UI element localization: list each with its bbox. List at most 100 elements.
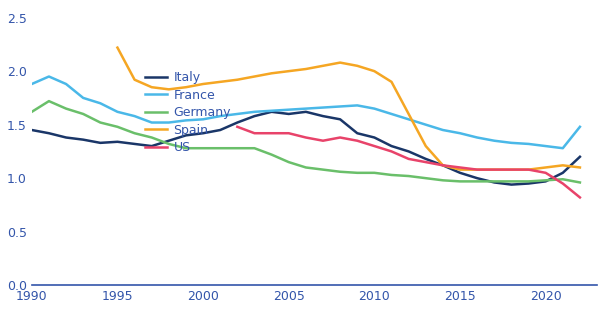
Germany [45, 99, 53, 103]
US [422, 160, 429, 164]
Spain [474, 168, 481, 171]
France [148, 121, 155, 124]
France [165, 121, 173, 124]
Line: Italy: Italy [32, 112, 580, 184]
US [542, 171, 549, 175]
Italy [165, 139, 173, 143]
Italy [114, 140, 121, 144]
Italy [302, 110, 309, 114]
US [525, 168, 532, 171]
US [405, 157, 413, 161]
Germany [251, 146, 258, 150]
Germany [490, 179, 498, 183]
France [285, 108, 292, 112]
US [474, 168, 481, 171]
Italy [320, 114, 327, 118]
Spain [542, 166, 549, 169]
US [353, 139, 361, 143]
France [336, 104, 344, 108]
Italy [388, 144, 395, 148]
Italy [525, 182, 532, 185]
Spain [388, 80, 395, 84]
Spain [457, 168, 464, 171]
France [234, 112, 241, 116]
Germany [182, 146, 190, 150]
Spain [320, 64, 327, 68]
Germany [457, 179, 464, 183]
Spain [405, 112, 413, 116]
Germany [542, 179, 549, 182]
Germany [217, 146, 224, 150]
US [268, 131, 275, 135]
Spain [165, 87, 173, 91]
Italy [576, 155, 583, 159]
Italy [131, 142, 138, 146]
Italy [28, 128, 36, 132]
Germany [576, 181, 583, 184]
Italy [559, 171, 567, 175]
US [559, 182, 567, 185]
France [525, 142, 532, 146]
Germany [148, 136, 155, 140]
Germany [371, 171, 378, 175]
Italy [422, 157, 429, 161]
France [371, 107, 378, 110]
Italy [148, 144, 155, 148]
Line: US: US [237, 127, 580, 197]
France [490, 139, 498, 143]
France [576, 125, 583, 129]
Spain [148, 85, 155, 89]
US [285, 131, 292, 135]
France [508, 141, 515, 145]
US [490, 168, 498, 171]
France [199, 117, 207, 121]
France [439, 128, 446, 132]
Spain [182, 85, 190, 89]
Germany [405, 174, 413, 178]
Italy [405, 149, 413, 153]
Spain [131, 78, 138, 82]
Italy [182, 134, 190, 137]
France [80, 96, 87, 100]
Italy [234, 121, 241, 124]
Spain [114, 46, 121, 50]
Germany [114, 125, 121, 129]
Spain [285, 69, 292, 73]
France [457, 131, 464, 135]
Germany [353, 171, 361, 175]
Germany [97, 121, 104, 124]
France [542, 144, 549, 148]
Italy [251, 114, 258, 118]
France [302, 107, 309, 110]
Spain [439, 163, 446, 167]
Italy [97, 141, 104, 145]
Germany [422, 176, 429, 180]
France [97, 101, 104, 105]
Italy [508, 183, 515, 186]
France [45, 75, 53, 78]
Spain [199, 82, 207, 86]
France [28, 82, 36, 86]
US [457, 166, 464, 169]
France [422, 123, 429, 126]
Germany [525, 179, 532, 183]
Spain [371, 69, 378, 73]
Italy [45, 131, 53, 135]
Germany [285, 160, 292, 164]
Germany [268, 153, 275, 157]
France [131, 114, 138, 118]
Italy [268, 110, 275, 114]
Spain [234, 78, 241, 82]
Italy [457, 171, 464, 175]
Line: Spain: Spain [117, 48, 580, 170]
Line: Germany: Germany [32, 101, 580, 183]
Spain [336, 61, 344, 64]
Germany [302, 166, 309, 169]
Germany [559, 177, 567, 181]
US [336, 136, 344, 140]
France [182, 118, 190, 122]
US [439, 163, 446, 167]
Spain [525, 168, 532, 171]
France [217, 114, 224, 118]
Germany [62, 107, 69, 110]
